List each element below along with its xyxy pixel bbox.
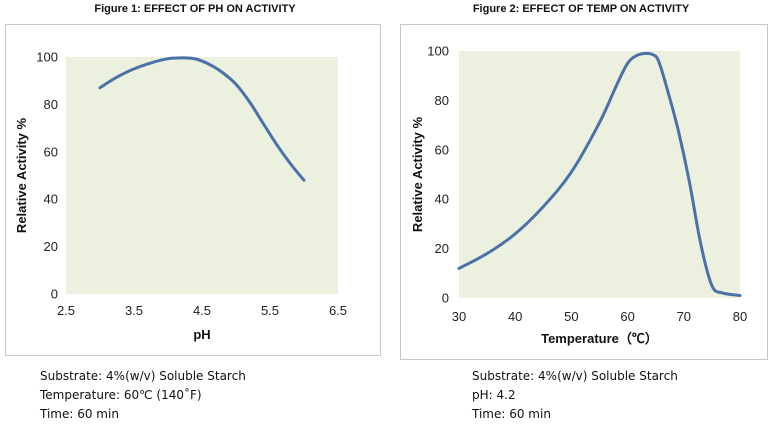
x-tick-label: 70 xyxy=(677,309,691,324)
y-tick-label: 60 xyxy=(435,142,449,157)
x-tick-label: 60 xyxy=(620,309,634,324)
x-tick-label: 30 xyxy=(452,309,466,324)
x-tick-label: 5.5 xyxy=(261,303,279,318)
x-tick-label: 6.5 xyxy=(329,303,347,318)
y-tick-label: 100 xyxy=(36,50,58,65)
note-time: Time: 60 min xyxy=(40,407,119,421)
series-line xyxy=(98,56,306,182)
y-tick-label: 100 xyxy=(427,44,449,59)
note-time: Time: 60 min xyxy=(472,407,551,421)
figure-1-title: Figure 1: EFFECT OF PH ON ACTIVITY xyxy=(94,3,296,15)
y-tick-label: 60 xyxy=(44,144,58,159)
y-tick-label: 20 xyxy=(435,241,449,256)
note-ph: pH: 4.2 xyxy=(472,388,516,402)
x-tick-label: 50 xyxy=(564,309,578,324)
y-tick-label: 20 xyxy=(44,239,58,254)
y-tick-label: 80 xyxy=(44,97,58,112)
x-tick-label: 40 xyxy=(508,309,522,324)
y-tick-label: 40 xyxy=(44,192,58,207)
figure-2-title: Figure 2: EFFECT OF TEMP ON ACTIVITY xyxy=(472,3,690,15)
x-axis-title: pH xyxy=(193,327,210,342)
y-axis-title: Relative Activity % xyxy=(14,118,29,234)
y-axis-title: Relative Activity % xyxy=(410,117,425,233)
plot-area xyxy=(66,57,338,294)
y-tick-label: 80 xyxy=(435,93,449,108)
y-tick-label: 0 xyxy=(51,287,58,302)
plot-area xyxy=(459,51,740,298)
figure-2-notes: Substrate: 4%(w/v) Soluble Starch pH: 4.… xyxy=(472,367,678,424)
x-tick-label: 80 xyxy=(733,309,747,324)
x-tick-label: 4.5 xyxy=(193,303,211,318)
series-line xyxy=(457,51,742,297)
x-tick-label: 3.5 xyxy=(125,303,143,318)
y-tick-label: 40 xyxy=(435,192,449,207)
note-temperature: Temperature: 60℃ (140˚F) xyxy=(40,388,202,402)
figure-1-notes: Substrate: 4%(w/v) Soluble Starch Temper… xyxy=(40,367,246,424)
x-axis-title: Temperature（℃） xyxy=(541,331,658,346)
y-tick-label: 0 xyxy=(442,291,449,306)
note-substrate: Substrate: 4%(w/v) Soluble Starch xyxy=(40,369,246,383)
x-tick-label: 2.5 xyxy=(57,303,75,318)
note-substrate: Substrate: 4%(w/v) Soluble Starch xyxy=(472,369,678,383)
